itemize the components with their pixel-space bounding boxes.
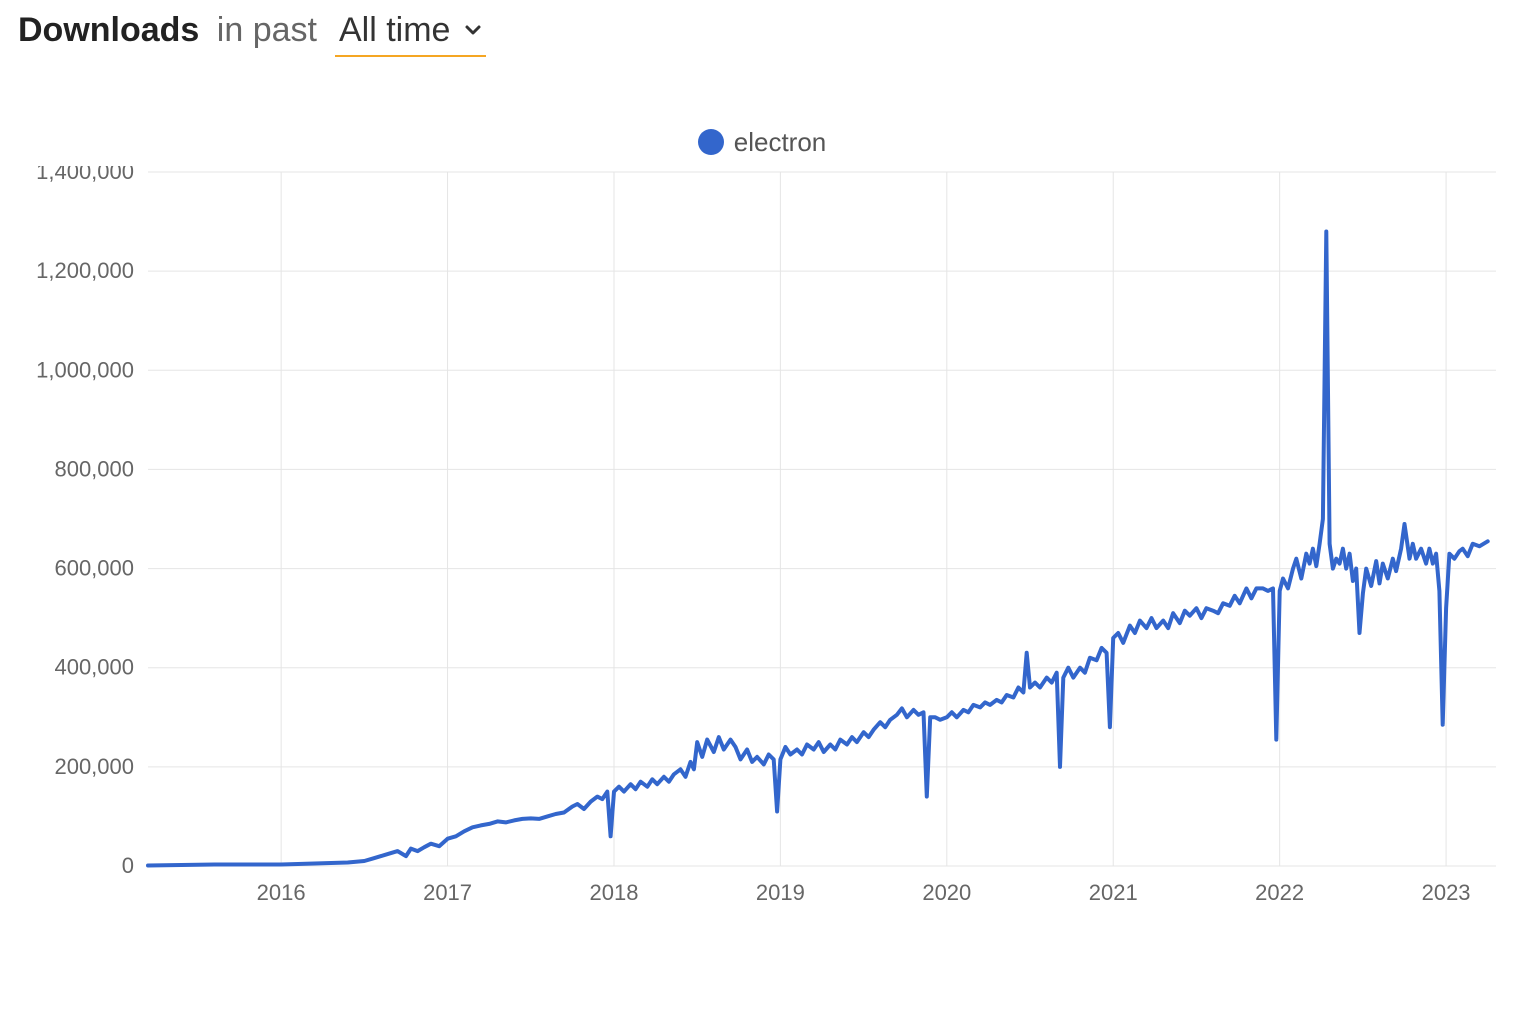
dropdown-label: All time [339, 10, 450, 51]
svg-text:2016: 2016 [257, 880, 306, 905]
title-light: in past [217, 11, 317, 49]
svg-text:2018: 2018 [589, 880, 638, 905]
title-strong: Downloads [18, 11, 199, 49]
page-header: Downloads in past All time [18, 10, 1506, 57]
svg-text:600,000: 600,000 [54, 555, 134, 580]
svg-text:2022: 2022 [1255, 880, 1304, 905]
svg-text:2019: 2019 [756, 880, 805, 905]
legend-dot [698, 129, 724, 155]
time-range-dropdown[interactable]: All time [335, 10, 486, 57]
svg-text:0: 0 [122, 853, 134, 878]
title: Downloads in past [18, 10, 317, 51]
svg-text:2020: 2020 [922, 880, 971, 905]
svg-text:1,000,000: 1,000,000 [36, 357, 134, 382]
svg-text:800,000: 800,000 [54, 456, 134, 481]
svg-text:1,400,000: 1,400,000 [36, 166, 134, 184]
svg-text:2021: 2021 [1089, 880, 1138, 905]
downloads-chart: 0 200,000 400,000 600,000 800,000 1,000,000 1,… [18, 166, 1506, 926]
svg-text:200,000: 200,000 [54, 754, 134, 779]
svg-text:2017: 2017 [423, 880, 472, 905]
legend-label: electron [734, 127, 827, 158]
svg-text:2023: 2023 [1422, 880, 1471, 905]
svg-text:1,200,000: 1,200,000 [36, 258, 134, 283]
svg-text:400,000: 400,000 [54, 655, 134, 680]
chart-legend: electron [18, 127, 1506, 158]
chevron-down-icon [464, 21, 482, 39]
